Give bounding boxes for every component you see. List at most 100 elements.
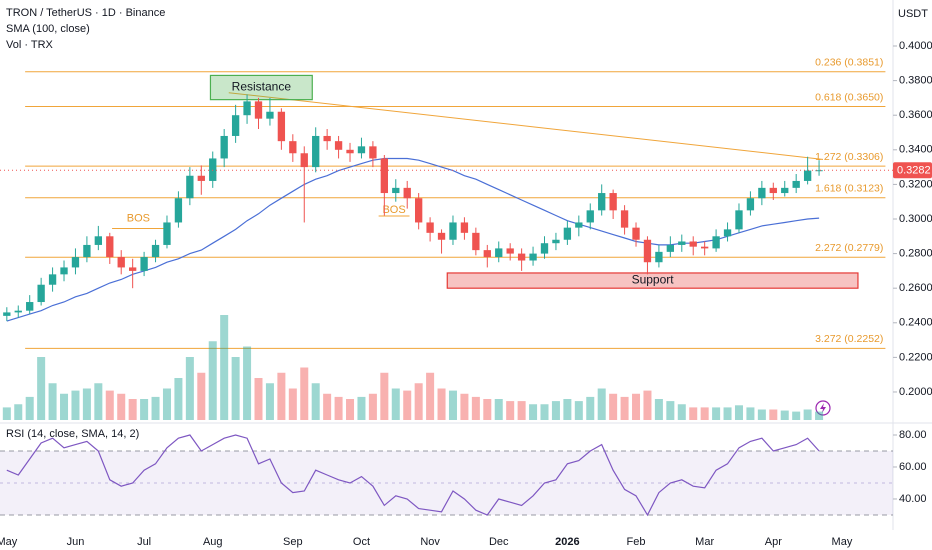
candle-body (392, 187, 400, 194)
volume-bar (14, 404, 23, 420)
candle-body (174, 198, 183, 223)
volume-bar (643, 390, 652, 420)
candle-body (735, 210, 743, 230)
candle-body (472, 232, 480, 251)
candle-body (117, 257, 125, 268)
candle-body (163, 222, 171, 245)
candle-body (586, 210, 594, 223)
candle-body (666, 244, 675, 252)
volume-bar (757, 409, 766, 420)
candle-body (380, 158, 389, 194)
x-tick-label: Nov (420, 536, 440, 548)
volume-bar (769, 409, 778, 420)
candle-body (449, 222, 457, 240)
volume-bar (105, 390, 114, 420)
candle-body (323, 135, 331, 142)
level-label: 0.236 (0.3851) (815, 57, 883, 69)
y-tick-label: 0.3800 (899, 75, 932, 87)
volume-bar (666, 401, 675, 420)
candle-body (254, 101, 263, 119)
x-tick-label: Apr (765, 536, 782, 548)
volume-bar (277, 372, 286, 420)
candle-body (552, 239, 560, 244)
y-tick-label: 0.2600 (899, 282, 932, 294)
y-tick-label: 0.2000 (899, 386, 932, 398)
rsi-y-tick-label: 60.00 (899, 461, 927, 473)
volume-bar (94, 383, 103, 420)
y-tick-label: 0.4000 (899, 40, 932, 52)
volume-bar (677, 404, 686, 420)
volume-bar (323, 393, 332, 420)
currency-label: USDT (898, 8, 928, 20)
volume-bar (197, 372, 206, 420)
candle-body (277, 111, 286, 142)
volume-bar (288, 388, 297, 420)
candle-body (334, 141, 343, 150)
y-tick-label: 0.3600 (899, 109, 932, 121)
volume-bar (483, 399, 492, 420)
candle-body (620, 210, 629, 228)
candle-body (243, 101, 251, 116)
level-label: 1.618 (0.3123) (815, 182, 883, 194)
volume-bar (391, 388, 400, 420)
volume-bar (334, 396, 343, 420)
volume-bar (60, 393, 69, 420)
indicator-label: Vol · TRX (6, 39, 54, 51)
candle-body (128, 267, 137, 271)
candle-body (369, 146, 377, 159)
volume-bar (380, 372, 389, 420)
candle-body (815, 170, 823, 172)
volume-bar (185, 357, 194, 420)
volume-bar (815, 411, 824, 420)
volume-bar (632, 393, 641, 420)
candle-body (609, 193, 617, 211)
volume-bar (792, 411, 801, 420)
zone-box (446, 272, 859, 289)
volume-bar (700, 407, 709, 420)
volume-bar (25, 396, 34, 420)
candle-body (151, 244, 160, 258)
volume-bar (609, 393, 618, 420)
candle-body (289, 141, 297, 154)
volume-bar (82, 388, 91, 420)
x-tick-label: May (0, 536, 18, 548)
volume-bar (300, 367, 309, 420)
candle-body (312, 135, 320, 168)
candle-body (598, 193, 606, 211)
sma-line (6, 157, 820, 322)
x-tick-label: Feb (627, 536, 646, 548)
volume-bar (506, 401, 515, 420)
candle-body (48, 274, 57, 285)
x-tick-label: Oct (353, 536, 370, 548)
candle-body (346, 149, 354, 154)
volume-bar (551, 401, 560, 420)
volume-bar (460, 393, 469, 420)
volume-bar (162, 388, 171, 420)
volume-bar (540, 404, 549, 420)
volume-bar (265, 383, 274, 420)
candle-body (403, 187, 411, 199)
volume-bar (426, 372, 435, 420)
volume-bar (471, 396, 480, 420)
volume-bar (723, 407, 732, 420)
candle-body (517, 253, 526, 261)
candle-body (71, 257, 80, 268)
trendline (228, 92, 823, 160)
volume-bar (574, 401, 583, 420)
candle-body (792, 180, 800, 188)
volume-bar (448, 390, 457, 420)
volume-bar (734, 405, 743, 420)
y-tick-label: 0.3000 (899, 213, 932, 225)
candle-body (540, 243, 549, 254)
alert-bolt (820, 403, 826, 413)
candle-body (769, 187, 777, 194)
candle-body (60, 267, 68, 275)
chart-title: TRON / TetherUS · 1D · Binance (6, 7, 165, 19)
candle-body (678, 241, 686, 245)
rsi-y-tick-label: 40.00 (899, 493, 927, 505)
volume-bar (140, 399, 149, 420)
candle-body (220, 135, 228, 159)
volume-bar (71, 390, 80, 420)
